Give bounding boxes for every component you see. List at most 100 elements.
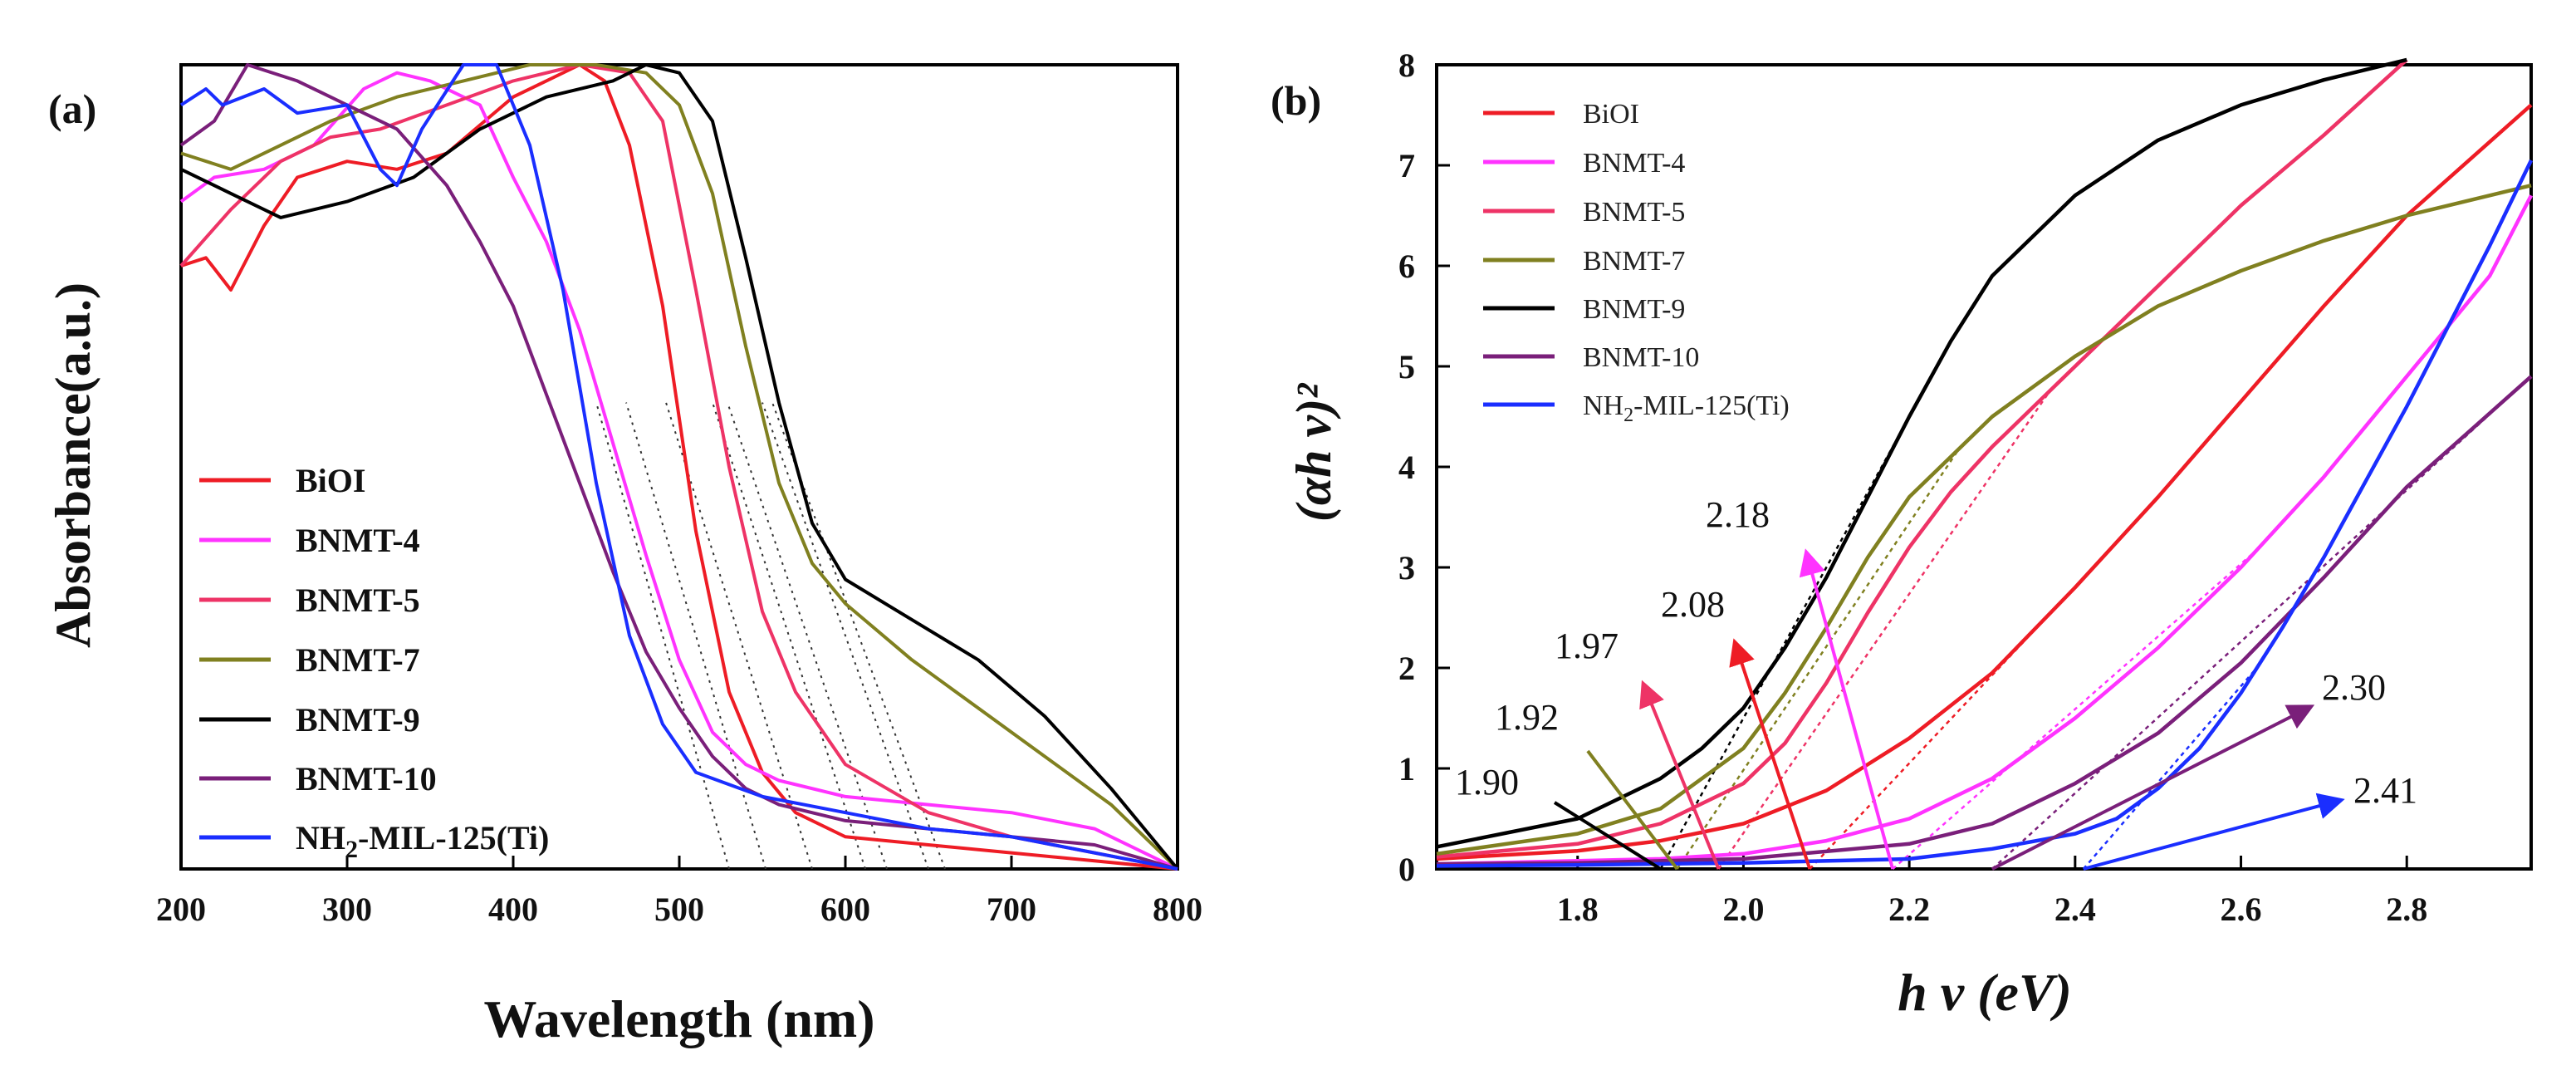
b-arrow-bnmt-7 — [1586, 749, 1679, 871]
panel-a-series — [179, 63, 1179, 871]
panel-a-label: (a) — [48, 86, 96, 132]
a-xtick-label: 400 — [488, 891, 538, 928]
b-xtick-label: 2.4 — [2054, 891, 2096, 928]
panel-b-frame — [1435, 63, 2533, 871]
b-series-bnmt-4 — [1436, 194, 2533, 866]
b-ytick-label: 6 — [1398, 248, 1415, 285]
b-ytick-label: 8 — [1398, 47, 1415, 84]
legend-b-label-bnmt4: BNMT-4 — [1583, 148, 1685, 179]
panel-b: 1.8 2.0 2.2 2.4 2.6 2.8 0 1 2 3 4 5 6 7 8 (b) h ν (eV)… — [1271, 47, 2534, 1022]
b-series-bnmt-10 — [1436, 375, 2533, 866]
a-series-bnmt-7 — [180, 63, 1179, 871]
legend-b-item-bioi: BiOI — [1483, 99, 1639, 130]
legend-a-label-bioi: BiOI — [296, 462, 365, 499]
legend-a-item-biooi: BiOI — [199, 462, 365, 499]
legend-b-label-nh2mil: NH2-MIL-125(Ti) — [1583, 390, 1790, 426]
b-xtick-label: 2.6 — [2221, 891, 2262, 928]
b-series-bnmt-7 — [1436, 184, 2532, 856]
b-ytick-label: 5 — [1398, 348, 1415, 385]
panel-b-ticks: 1.8 2.0 2.2 2.4 2.6 2.8 0 1 2 3 4 5 6 7 8 — [1398, 47, 2427, 928]
annot-2-30: 2.30 — [2322, 667, 2386, 708]
legend-a-item-nh2mil: NH2-MIL-125(Ti) — [199, 819, 549, 863]
legend-b-label-nh2mil-part2: -MIL-125(Ti) — [1633, 390, 1790, 421]
legend-b-label-nh2mil-part1: NH — [1583, 390, 1623, 421]
legend-a-label-nh2mil-sub: 2 — [345, 836, 358, 863]
panel-a-xlabel: Wavelength (nm) — [483, 989, 874, 1048]
legend-a-item-bnmt4: BNMT-4 — [199, 522, 420, 559]
legend-a-item-bnmt9: BNMT-9 — [199, 701, 420, 739]
panel-b-xlabel: h ν (eV) — [1898, 963, 2072, 1022]
annot-1-90: 1.90 — [1455, 762, 1519, 802]
b-arrow-bnmt-10 — [1991, 704, 2315, 871]
b-xtick-label: 2.0 — [1722, 891, 1764, 928]
a-series-bnmt-9 — [180, 63, 1179, 871]
panel-b-series — [1436, 57, 2534, 868]
legend-a-label-bnmt7: BNMT-7 — [296, 641, 420, 679]
legend-a-label-nh2mil-part2: -MIL-125(Ti) — [358, 819, 549, 856]
a-tangent-line — [712, 402, 866, 870]
panel-a-tangent-lines — [595, 402, 946, 870]
a-xtick-label: 700 — [987, 891, 1036, 928]
legend-a-label-bnmt4: BNMT-4 — [296, 522, 420, 559]
annot-1-97: 1.97 — [1555, 626, 1619, 666]
b-ytick-label: 1 — [1398, 750, 1415, 788]
legend-b-label-nh2mil-sub: 2 — [1623, 405, 1633, 426]
legend-b-item-bnmt10: BNMT-10 — [1483, 342, 1699, 373]
b-ytick-label: 3 — [1398, 549, 1415, 586]
panel-a-x-ticks: 200 300 400 500 600 700 800 — [156, 856, 1202, 928]
b-xtick-label: 2.8 — [2386, 891, 2427, 928]
legend-b-label-bnmt10: BNMT-10 — [1583, 342, 1699, 373]
panel-a-ylabel: Absorbance(a.u.) — [46, 282, 100, 648]
panel-b-label: (b) — [1271, 77, 1321, 124]
legend-a-label-bnmt5: BNMT-5 — [296, 582, 420, 619]
legend-b-item-nh2mil: NH2-MIL-125(Ti) — [1483, 390, 1790, 426]
panel-b-ylabel: (αh ν)² — [1286, 382, 1341, 522]
panel-b-legend: BiOI BNMT-4 BNMT-5 BNMT-7 BNMT-9 BNMT-10 — [1483, 99, 1790, 426]
legend-a-item-bnmt7: BNMT-7 — [199, 641, 420, 679]
annot-1-92: 1.92 — [1495, 697, 1559, 738]
annot-2-18: 2.18 — [1706, 494, 1770, 535]
legend-a-item-bnmt10: BNMT-10 — [199, 760, 437, 798]
b-series-bioi — [1436, 103, 2533, 861]
panel-b-annotation-arrows — [1553, 548, 2345, 871]
legend-b-item-bnmt4: BNMT-4 — [1483, 148, 1685, 179]
a-tangent-line — [762, 402, 929, 870]
panel-a-legend: BiOI BNMT-4 BNMT-5 BNMT-7 BNMT-9 BNMT-10 — [199, 462, 549, 863]
b-arrow-bnmt-9 — [1553, 801, 1662, 871]
a-tangent-line — [625, 402, 766, 870]
b-tangent-nh2-mil-125-ti — [2082, 665, 2259, 870]
a-tangent-line — [771, 402, 946, 870]
legend-b-label-bnmt9: BNMT-9 — [1583, 294, 1685, 325]
b-tangent-bnmt-5 — [1717, 390, 2051, 870]
legend-a-label-nh2mil: NH2-MIL-125(Ti) — [296, 819, 549, 863]
legend-b-label-bnmt5: BNMT-5 — [1583, 197, 1685, 228]
a-series-bioi — [180, 63, 1178, 871]
b-arrow-nh2-mil-125-ti — [2083, 793, 2345, 871]
b-arrow-bnmt-4 — [1799, 548, 1895, 870]
legend-b-item-bnmt5: BNMT-5 — [1483, 197, 1685, 228]
a-xtick-label: 500 — [654, 891, 704, 928]
b-ytick-label: 2 — [1398, 650, 1415, 687]
a-xtick-label: 800 — [1153, 891, 1202, 928]
annot-2-41: 2.41 — [2353, 770, 2417, 811]
b-ytick-label: 7 — [1398, 147, 1415, 184]
legend-b-label-bioi: BiOI — [1583, 99, 1639, 130]
legend-a-label-nh2mil-part1: NH — [296, 819, 345, 856]
legend-b-label-bnmt7: BNMT-7 — [1583, 246, 1685, 277]
b-ytick-label: 4 — [1398, 449, 1415, 486]
b-ytick-label: 0 — [1398, 851, 1415, 888]
b-xtick-label: 1.8 — [1557, 891, 1599, 928]
panel-a: 200 300 400 500 600 700 800 (a) Wavelength (nm… — [46, 63, 1202, 1048]
legend-a-label-bnmt9: BNMT-9 — [296, 701, 420, 739]
a-xtick-label: 200 — [156, 891, 206, 928]
a-series-bnmt-10 — [179, 63, 1178, 871]
a-xtick-label: 600 — [820, 891, 870, 928]
legend-a-item-bnmt5: BNMT-5 — [199, 582, 420, 619]
annot-2-08: 2.08 — [1661, 584, 1725, 625]
b-tangent-bnmt-4 — [1892, 548, 2259, 870]
a-series-bnmt-5 — [179, 63, 1178, 871]
a-series-nh2-mil-125-ti — [179, 63, 1178, 871]
b-series-bnmt-5 — [1436, 58, 2408, 859]
b-arrow-bioi — [1729, 638, 1812, 870]
